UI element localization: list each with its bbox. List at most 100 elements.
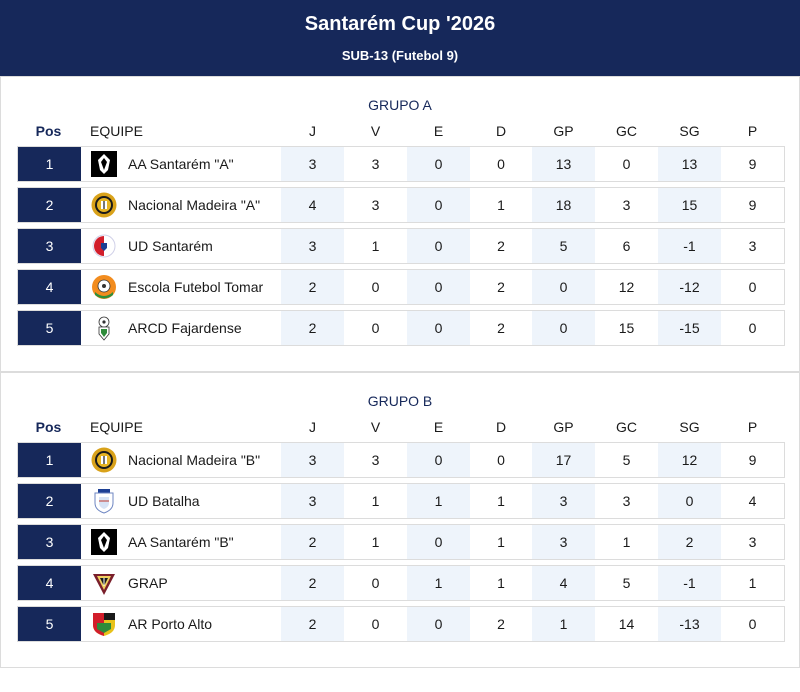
stat-d: 2: [497, 279, 505, 295]
table-row: 3 UD Santarém 3 1 0 2 5 6 -1 3: [17, 228, 785, 264]
stat-d: 1: [497, 493, 505, 509]
header-d: D: [495, 123, 507, 139]
header-pos: Pos: [35, 419, 62, 435]
row-team: ARCD Fajardense: [81, 311, 281, 345]
stat-gp: 0: [532, 270, 595, 304]
stat-gp: 3: [532, 525, 595, 559]
stat-gp: 18: [532, 188, 595, 222]
team-name: AA Santarém "B": [128, 534, 234, 550]
stat-p: 4: [748, 493, 757, 509]
stat-j: 2: [281, 607, 344, 641]
escola-futebol-tomar-crest-icon: [91, 274, 117, 300]
stat-p: 3: [748, 534, 757, 550]
header-j: J: [309, 123, 316, 139]
stat-gp: 4: [532, 566, 595, 600]
stat-p: 3: [748, 238, 757, 254]
stat-v: 3: [371, 452, 380, 468]
ud-batalha-crest-icon: [91, 488, 117, 514]
group-title: GRUPO B: [367, 393, 433, 409]
row-position: 5: [18, 311, 81, 345]
page-header: Santarém Cup '2026 SUB-13 (Futebol 9): [0, 0, 800, 76]
stat-v: 1: [371, 238, 380, 254]
stat-j: 3: [281, 229, 344, 263]
stat-d: 1: [497, 534, 505, 550]
header-p: P: [747, 123, 758, 139]
team-name: Escola Futebol Tomar: [128, 279, 264, 295]
header-sg: SG: [679, 123, 700, 139]
stat-e: 0: [407, 443, 470, 477]
header-pos: Pos: [35, 123, 62, 139]
team-name: Nacional Madeira "A": [128, 197, 261, 213]
header-e: E: [433, 123, 444, 139]
stat-v: 0: [371, 320, 380, 336]
stat-gc: 5: [622, 452, 631, 468]
ar-porto-alto-crest-icon: [91, 611, 117, 637]
stat-e: 0: [407, 525, 470, 559]
row-position: 1: [18, 443, 81, 477]
header-gc: GC: [616, 419, 637, 435]
table-row: 3 AA Santarém "B" 2 1 0 1 3 1 2 3: [17, 524, 785, 560]
stat-j: 4: [281, 188, 344, 222]
grap-crest-icon: [91, 570, 117, 596]
stat-e: 0: [407, 147, 470, 181]
stat-d: 0: [497, 452, 505, 468]
stat-sg: 13: [658, 147, 721, 181]
header-d: D: [495, 419, 507, 435]
team-name: UD Batalha: [128, 493, 200, 509]
row-position: 3: [18, 229, 81, 263]
group-title: GRUPO A: [368, 97, 432, 113]
table-row: 5 AR Porto Alto 2 0 0 2 1 14 -13 0: [17, 606, 785, 642]
header-v: V: [370, 123, 381, 139]
table-row: 4 GRAP 2 0 1 1 4 5 -1 1: [17, 565, 785, 601]
stat-j: 3: [281, 443, 344, 477]
row-team: Nacional Madeira "A": [81, 188, 281, 222]
team-name: Nacional Madeira "B": [128, 452, 261, 468]
table-row: 5 ARCD Fajardense 2 0 0 2 0 15 -15 0: [17, 310, 785, 346]
header-v: V: [370, 419, 381, 435]
stat-d: 1: [497, 575, 505, 591]
stat-p: 0: [748, 616, 757, 632]
stat-sg: -13: [658, 607, 721, 641]
table-row: 4 Escola Futebol Tomar 2 0 0 2 0 12 -12 0: [17, 269, 785, 305]
stat-d: 0: [497, 156, 505, 172]
group-a-panel: GRUPO A Pos EQUIPE J V E D GP GC SG P 1 AA Santarém …: [0, 76, 800, 372]
row-team: AR Porto Alto: [81, 607, 281, 641]
header-team: EQUIPE: [90, 123, 143, 139]
stat-e: 0: [407, 311, 470, 345]
stat-e: 1: [407, 566, 470, 600]
stat-e: 1: [407, 484, 470, 518]
row-position: 2: [18, 188, 81, 222]
stat-sg: -12: [658, 270, 721, 304]
table-header: Pos EQUIPE J V E D GP GC SG P: [17, 121, 785, 141]
stat-e: 0: [407, 229, 470, 263]
nacional-madeira-crest-icon: [91, 447, 117, 473]
stat-v: 3: [371, 197, 380, 213]
header-gc: GC: [616, 123, 637, 139]
stat-gc: 3: [622, 493, 631, 509]
row-team: Escola Futebol Tomar: [81, 270, 281, 304]
stat-j: 2: [281, 311, 344, 345]
page-title: Santarém Cup '2026: [304, 13, 496, 35]
header-gp: GP: [553, 419, 574, 435]
stat-p: 9: [748, 156, 757, 172]
stat-gc: 6: [622, 238, 631, 254]
stat-v: 0: [371, 575, 380, 591]
nacional-madeira-crest-icon: [91, 192, 117, 218]
stat-sg: 12: [658, 443, 721, 477]
row-team: GRAP: [81, 566, 281, 600]
table-header: Pos EQUIPE J V E D GP GC SG P: [17, 417, 785, 437]
stat-p: 0: [748, 320, 757, 336]
stat-gc: 15: [618, 320, 635, 336]
table-row: 1 Nacional Madeira "B" 3 3 0 0 17 5 12 9: [17, 442, 785, 478]
stat-gc: 0: [622, 156, 631, 172]
stat-sg: 15: [658, 188, 721, 222]
stat-d: 2: [497, 238, 505, 254]
stat-v: 3: [371, 156, 380, 172]
stat-v: 1: [371, 534, 380, 550]
row-position: 5: [18, 607, 81, 641]
header-j: J: [309, 419, 316, 435]
team-name: AR Porto Alto: [128, 616, 213, 632]
stat-gp: 17: [532, 443, 595, 477]
stat-sg: -1: [658, 229, 721, 263]
stat-gp: 1: [532, 607, 595, 641]
